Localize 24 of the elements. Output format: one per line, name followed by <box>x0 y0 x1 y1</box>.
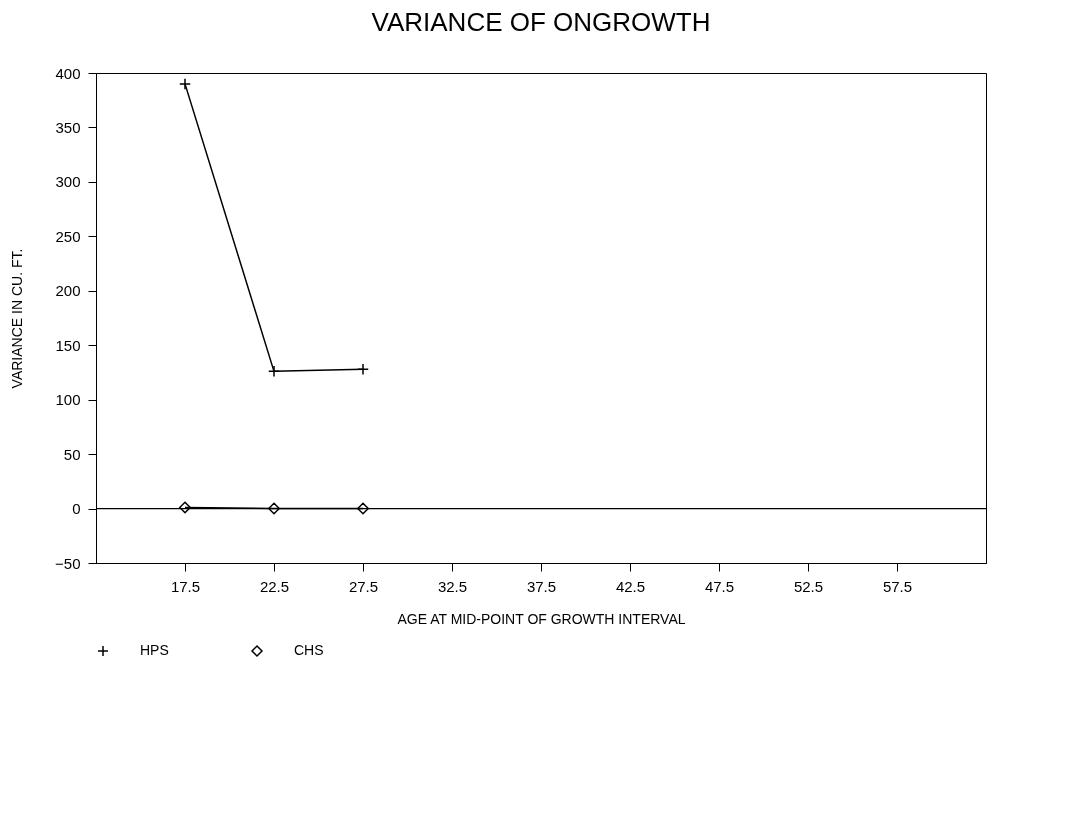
x-tick-label: 22.5 <box>259 577 290 595</box>
x-tick-label: 52.5 <box>793 577 824 595</box>
x-tick-label: 42.5 <box>615 577 646 595</box>
y-tick-label: 0 <box>72 500 81 518</box>
y-axis-title: VARIANCE IN CU. FT. <box>9 248 26 389</box>
y-tick-label: 50 <box>63 445 81 463</box>
y-tick-label: 400 <box>55 64 81 82</box>
y-tick-label: 200 <box>55 282 81 300</box>
x-tick-label: 27.5 <box>348 577 379 595</box>
chart-title: VARIANCE OF ONGROWTH <box>371 7 711 37</box>
y-tick-label: 250 <box>55 227 81 245</box>
y-tick-label: 300 <box>55 173 81 191</box>
y-tick-label: 100 <box>55 391 81 409</box>
x-tick-label: 37.5 <box>526 577 557 595</box>
x-tick-label: 17.5 <box>170 577 201 595</box>
x-tick-label: 47.5 <box>704 577 735 595</box>
y-tick-label: 350 <box>55 118 81 136</box>
y-tick-label: −50 <box>55 554 81 572</box>
x-tick-label: 32.5 <box>437 577 468 595</box>
y-tick-label: 150 <box>55 336 81 354</box>
x-tick-label: 57.5 <box>882 577 913 595</box>
legend-label: CHS <box>294 642 324 658</box>
legend-label: HPS <box>140 642 169 658</box>
x-axis-title: AGE AT MID-POINT OF GROWTH INTERVAL <box>397 610 686 627</box>
